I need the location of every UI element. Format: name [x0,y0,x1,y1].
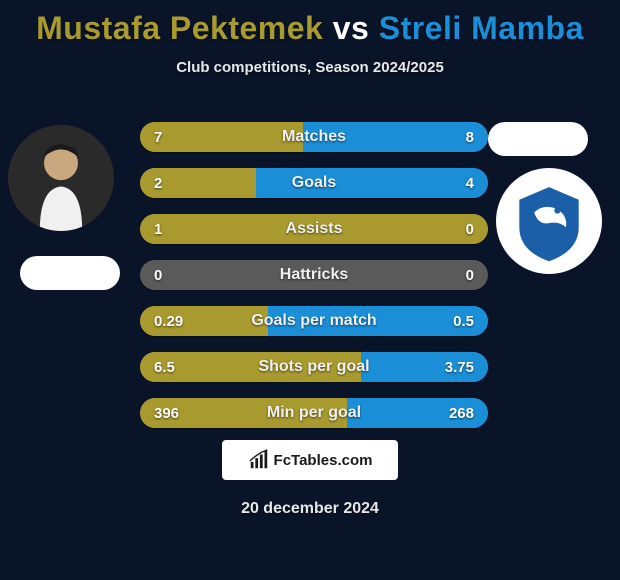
vs-text: vs [333,10,370,46]
stat-row: 396 Min per goal 268 [140,398,488,428]
stat-value-left: 0 [154,267,162,284]
stat-value-right: 4 [466,175,474,192]
stat-label: Assists [286,220,343,238]
player1-avatar [8,125,114,231]
stat-label: Hattricks [280,266,348,284]
stat-label: Matches [282,128,346,146]
stat-value-right: 0.5 [453,313,474,330]
player2-flag [488,122,588,156]
stat-value-left: 6.5 [154,359,175,376]
logo-text: FcTables.com [274,452,373,469]
stat-value-right: 268 [449,405,474,422]
comparison-title: Mustafa Pektemek vs Streli Mamba [0,0,620,47]
stat-label: Goals per match [251,312,376,330]
player2-club-badge [496,168,602,274]
stat-value-right: 3.75 [445,359,474,376]
player1-flag [20,256,120,290]
stat-value-left: 0.29 [154,313,183,330]
subtitle: Club competitions, Season 2024/2025 [0,59,620,76]
player1-name: Mustafa Pektemek [36,10,323,46]
stat-label: Goals [292,174,336,192]
stat-value-left: 7 [154,129,162,146]
stat-value-left: 2 [154,175,162,192]
stat-row: 2 Goals 4 [140,168,488,198]
stat-value-right: 8 [466,129,474,146]
stat-row: 0.29 Goals per match 0.5 [140,306,488,336]
stat-row: 7 Matches 8 [140,122,488,152]
stat-value-left: 1 [154,221,162,238]
stat-row: 6.5 Shots per goal 3.75 [140,352,488,382]
date-text: 20 december 2024 [241,500,379,518]
stat-fill-right [256,168,488,198]
stat-value-left: 396 [154,405,179,422]
stat-value-right: 0 [466,267,474,284]
stat-label: Min per goal [267,404,361,422]
stat-value-right: 0 [466,221,474,238]
stat-row: 0 Hattricks 0 [140,260,488,290]
stats-container: 7 Matches 8 2 Goals 4 1 Assists 0 0 Hattricks 0 0.29… [140,122,488,444]
stat-row: 1 Assists 0 [140,214,488,244]
player2-name: Streli Mamba [379,10,584,46]
stat-fill-left [140,122,303,152]
chart-icon [248,449,270,471]
site-logo: FcTables.com [222,440,398,480]
stat-label: Shots per goal [258,358,369,376]
